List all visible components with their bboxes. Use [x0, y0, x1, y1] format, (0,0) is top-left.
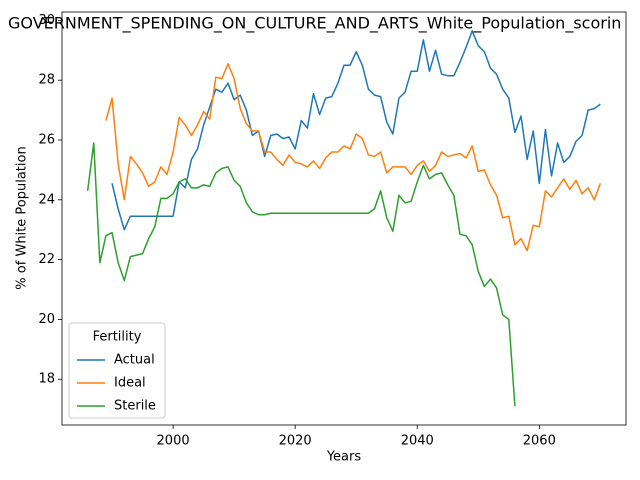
series-line	[111, 30, 601, 231]
plot-frame	[61, 11, 627, 426]
y-tick-label: 22	[38, 252, 55, 267]
y-tick-label: 18	[38, 372, 55, 387]
y-tick-label: 26	[38, 132, 55, 147]
legend-box	[68, 322, 166, 419]
x-tick-label: 2040	[401, 434, 434, 449]
y-tick-label: 28	[38, 73, 55, 88]
y-tick-label: 20	[38, 312, 55, 327]
x-tick-label: 2060	[523, 434, 556, 449]
x-tick-label: 2000	[157, 434, 190, 449]
legend-label: Actual	[114, 353, 155, 368]
x-tick-label: 2020	[279, 434, 312, 449]
x-axis-label: Years	[326, 450, 362, 465]
y-axis-label: % of White Population	[15, 146, 30, 289]
series-line	[86, 142, 516, 407]
legend-label: Ideal	[114, 376, 146, 391]
chart-title: GOVERNMENT_SPENDING_ON_CULTURE_AND_ARTS_…	[8, 14, 621, 34]
legend-label: Sterile	[114, 399, 156, 414]
y-tick-label: 30	[38, 13, 55, 28]
series-line	[105, 62, 602, 252]
legend-title: Fertility	[93, 330, 142, 345]
y-tick-label: 24	[38, 192, 55, 207]
